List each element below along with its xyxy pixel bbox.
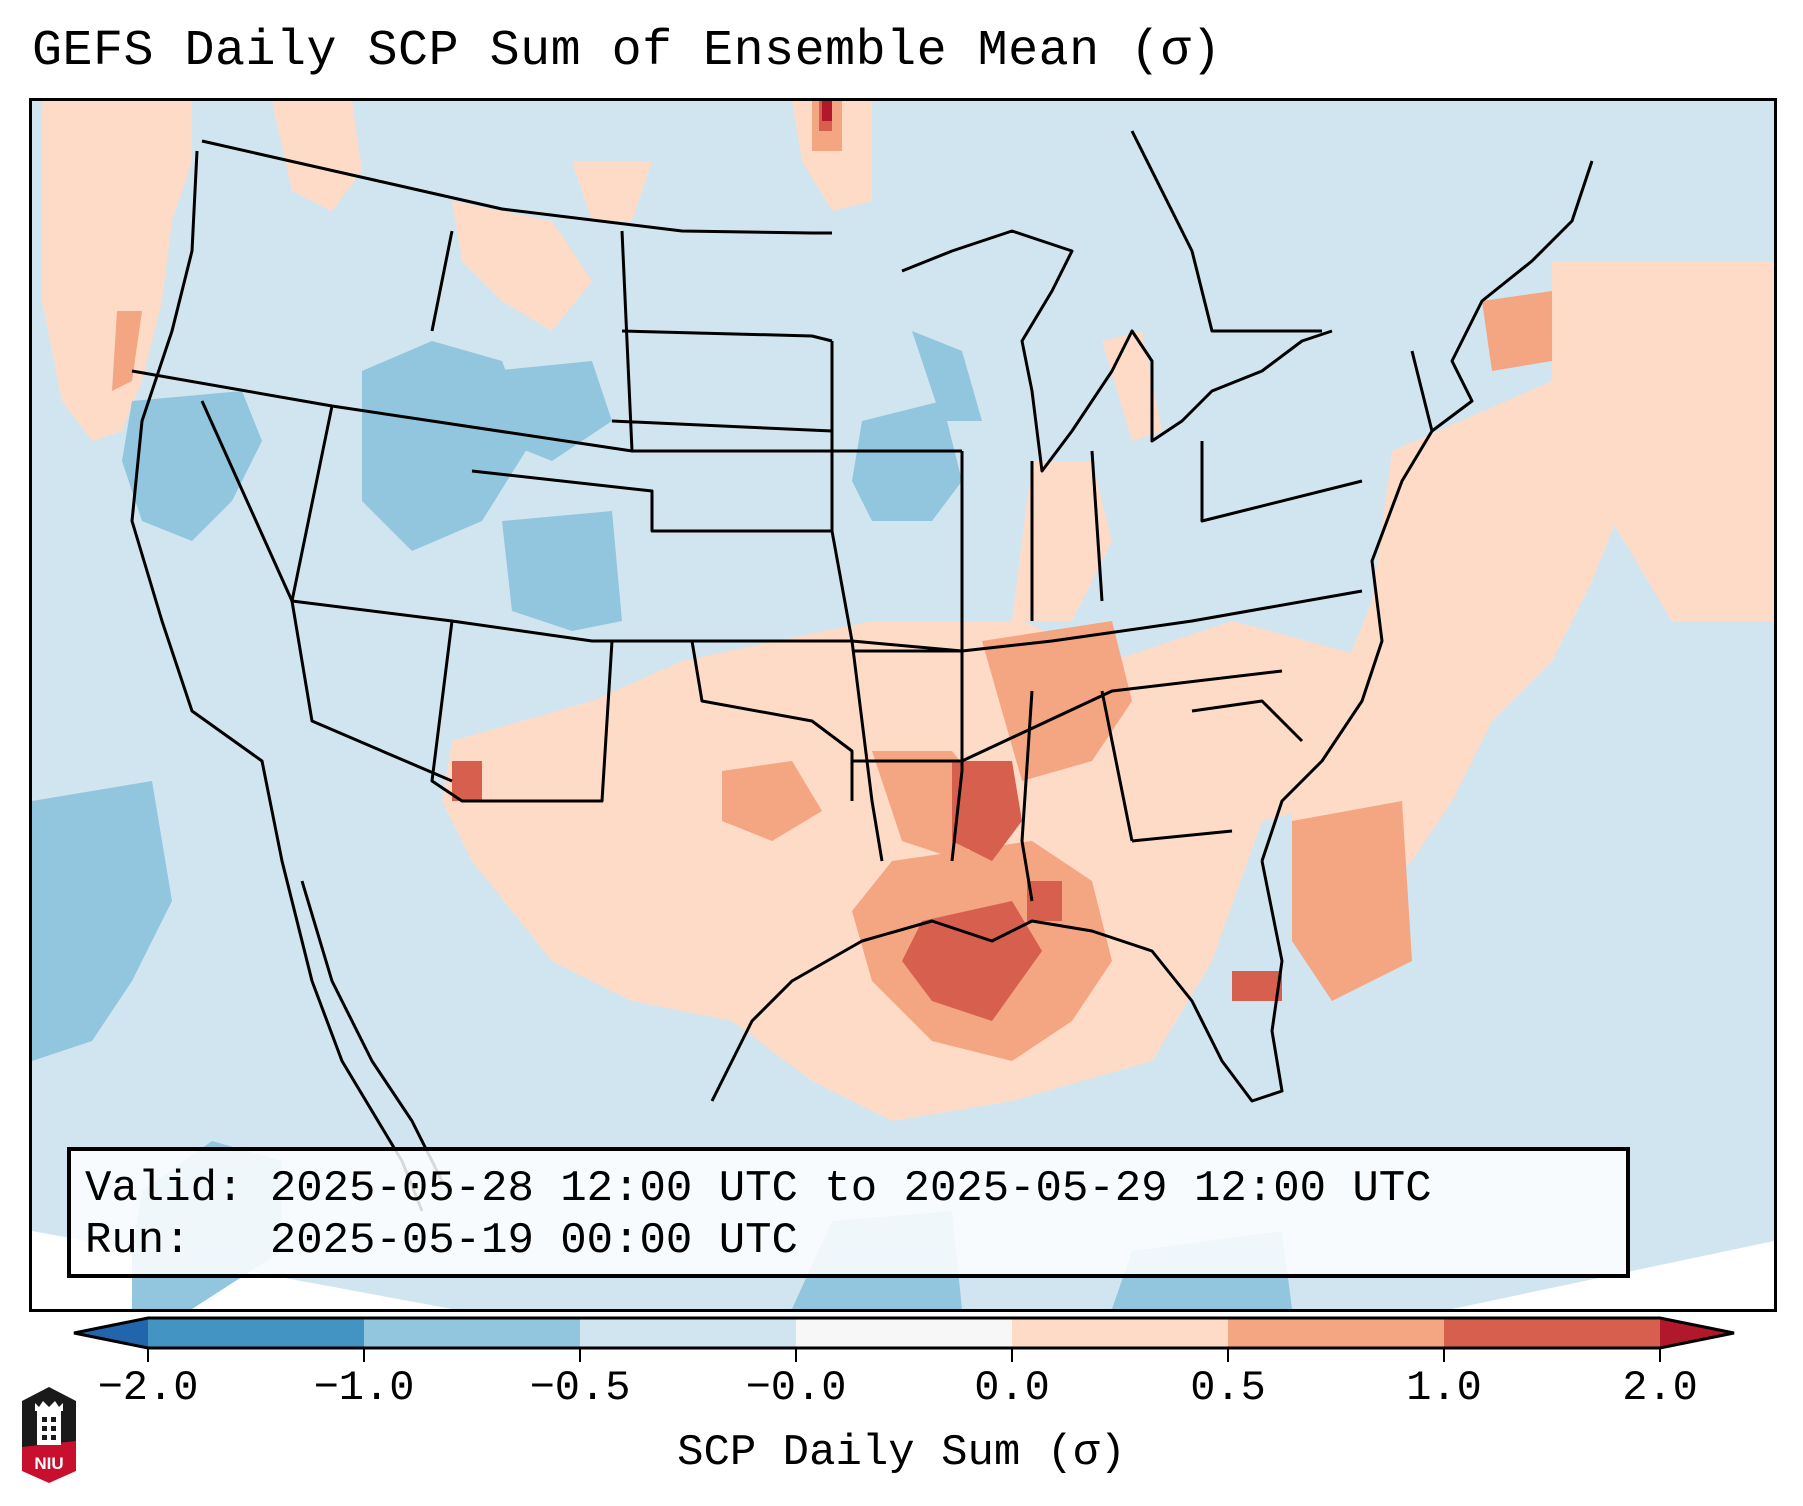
anomaly-field-layer bbox=[32, 101, 1774, 1309]
state-border bbox=[1191, 699, 1304, 743]
state-border bbox=[430, 620, 614, 803]
niu-logo: NIU bbox=[22, 1387, 76, 1483]
anomaly-area bbox=[452, 761, 482, 801]
anomaly-area bbox=[122, 391, 262, 541]
map-panel bbox=[29, 98, 1777, 1312]
colorbar-segment bbox=[580, 1318, 797, 1348]
anomaly-area bbox=[822, 101, 832, 121]
gulf-california-coastline bbox=[300, 880, 444, 1182]
anomaly-area bbox=[1292, 801, 1412, 1001]
colorbar-segment bbox=[1444, 1318, 1661, 1348]
colorbar-segment bbox=[796, 1318, 1013, 1348]
anomaly-area bbox=[1012, 461, 1112, 621]
state-border bbox=[1410, 350, 1434, 432]
anomaly-area bbox=[952, 761, 1022, 861]
logo-text: NIU bbox=[34, 1454, 63, 1473]
valid-time-text: Valid: 2025-05-28 12:00 UTC to 2025-05-2… bbox=[85, 1164, 1432, 1214]
colorbar-tick-label: −2.0 bbox=[97, 1364, 199, 1412]
state-borders-layer bbox=[130, 130, 1594, 1212]
colorbar-tick-label: −1.0 bbox=[313, 1364, 415, 1412]
anomaly-area bbox=[902, 901, 1042, 1021]
colorbar-outline bbox=[73, 1316, 1735, 1350]
colorbar-extend-max bbox=[1660, 1318, 1734, 1348]
anomaly-area bbox=[1232, 971, 1282, 1001]
state-border bbox=[131, 369, 962, 453]
logo-shield-bottom bbox=[22, 1441, 76, 1483]
gulf-coastline bbox=[710, 860, 1284, 1103]
anomaly-area bbox=[852, 401, 962, 521]
colorbar-tick-label: −0.5 bbox=[529, 1364, 631, 1412]
anomaly-area bbox=[502, 511, 622, 631]
colorbar-segment bbox=[364, 1318, 581, 1348]
state-border bbox=[1130, 130, 1322, 333]
anomaly-area bbox=[112, 311, 142, 391]
anomaly-area bbox=[572, 161, 652, 221]
colorbar-tick-label: 0.0 bbox=[974, 1364, 1050, 1412]
colorbar-tick-label: −0.0 bbox=[745, 1364, 847, 1412]
anomaly-area bbox=[272, 101, 362, 211]
anomaly-area bbox=[1292, 381, 1632, 921]
colorbar-tick-label: 1.0 bbox=[1406, 1364, 1482, 1412]
state-border bbox=[1131, 829, 1233, 843]
anomaly-area bbox=[32, 781, 172, 1061]
state-border bbox=[950, 451, 964, 862]
anomaly-area bbox=[912, 331, 982, 421]
east-coastline bbox=[1260, 160, 1594, 862]
state-border bbox=[290, 405, 963, 653]
logo-tower bbox=[37, 1411, 61, 1445]
anomaly-area bbox=[362, 341, 532, 551]
colorbar-segment bbox=[148, 1318, 365, 1348]
anomaly-area bbox=[1027, 881, 1062, 921]
colorbar-tick-label: 2.0 bbox=[1622, 1364, 1698, 1412]
anomaly-area bbox=[722, 761, 822, 841]
state-border bbox=[611, 419, 833, 433]
colorbar-segment bbox=[1228, 1318, 1445, 1348]
west-coastline bbox=[130, 150, 424, 1212]
anomaly-area bbox=[1552, 261, 1774, 621]
colorbar bbox=[73, 1316, 1735, 1362]
state-border bbox=[430, 230, 454, 332]
colorbar-segment bbox=[1012, 1318, 1229, 1348]
forecast-info-box: Valid: 2025-05-28 12:00 UTC to 2025-05-2… bbox=[67, 1147, 1630, 1278]
state-border bbox=[852, 589, 1363, 653]
state-border bbox=[852, 669, 1283, 763]
state-border bbox=[830, 341, 884, 862]
state-border bbox=[1090, 450, 1104, 602]
state-border bbox=[620, 230, 634, 452]
state-border bbox=[612, 639, 854, 801]
colorbar-label: SCP Daily Sum (σ) bbox=[677, 1428, 1126, 1478]
anomaly-area bbox=[42, 101, 192, 441]
run-time-text: Run: 2025-05-19 00:00 UTC bbox=[85, 1216, 798, 1266]
anomaly-area bbox=[1482, 291, 1552, 371]
great-lakes-coastline bbox=[901, 229, 1333, 473]
state-border bbox=[200, 400, 453, 783]
state-border bbox=[471, 469, 832, 533]
map-canvas bbox=[32, 101, 1774, 1309]
state-border bbox=[1100, 690, 1134, 842]
state-border bbox=[1020, 690, 1034, 902]
colorbar-extend-min bbox=[74, 1318, 148, 1348]
anomaly-area bbox=[452, 201, 592, 331]
anomaly-area bbox=[982, 621, 1132, 781]
colorbar-tick-label: 0.5 bbox=[1190, 1364, 1266, 1412]
state-border bbox=[621, 329, 833, 343]
chart-title: GEFS Daily SCP Sum of Ensemble Mean (σ) bbox=[32, 23, 1222, 80]
state-border bbox=[1200, 441, 1363, 523]
us-canada-border bbox=[201, 139, 832, 235]
